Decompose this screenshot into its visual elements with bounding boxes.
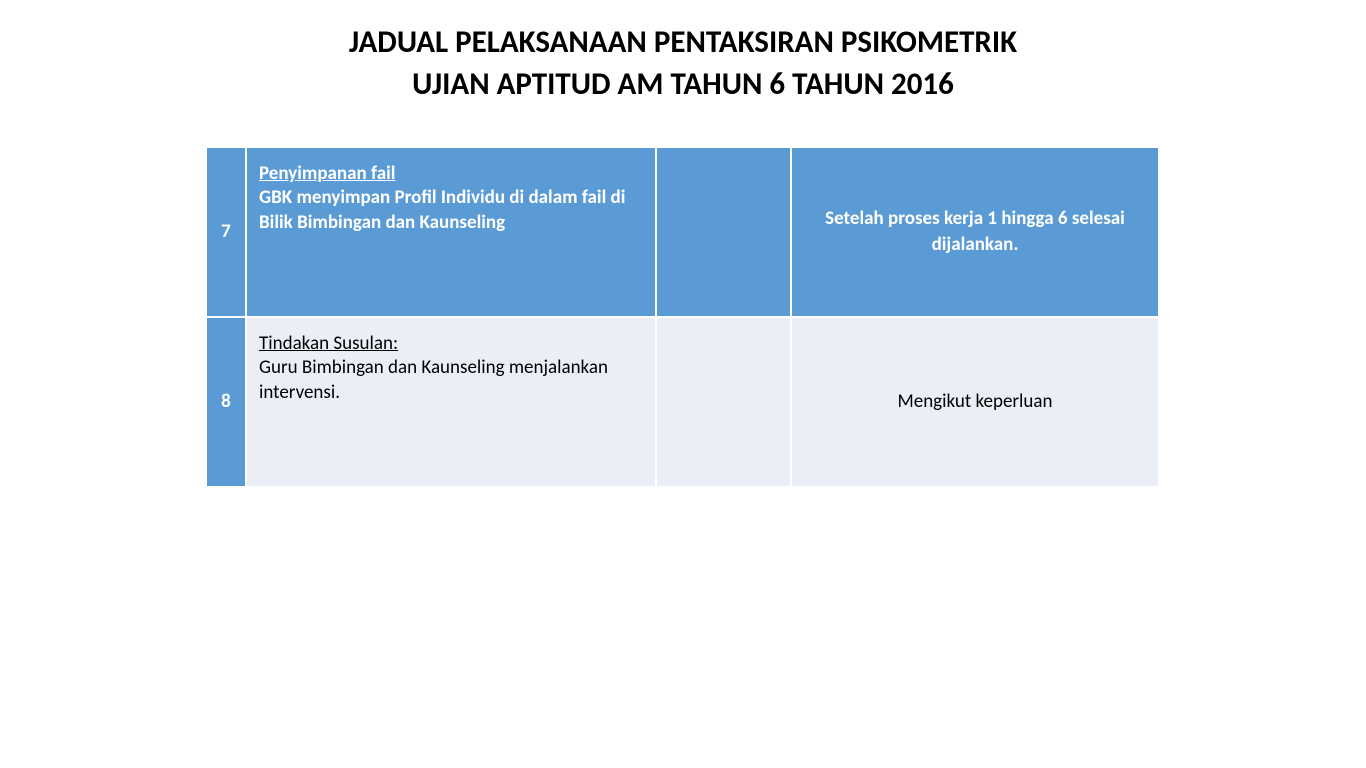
row-number: 8 [221,390,231,413]
timing-cell: Setelah proses kerja 1 hingga 6 selesai … [791,147,1159,317]
description-cell: Penyimpanan fail GBK menyimpan Profil In… [246,147,656,317]
table-row: 7 Penyimpanan fail GBK menyimpan Profil … [206,147,1159,317]
description-heading: Penyimpanan fail [259,162,643,187]
timing-cell: Mengikut keperluan [791,317,1159,487]
row-number-cell: 7 [206,147,246,317]
timing-text: Setelah proses kerja 1 hingga 6 selesai … [825,207,1125,256]
row-number-cell: 8 [206,317,246,487]
description-cell: Tindakan Susulan: Guru Bimbingan dan Kau… [246,317,656,487]
description-body: GBK menyimpan Profil Individu di dalam f… [259,186,643,235]
title-line-1: JADUAL PELAKSANAAN PENTAKSIRAN PSIKOMETR… [0,22,1366,64]
blank-cell [656,147,791,317]
blank-cell [656,317,791,487]
slide: JADUAL PELAKSANAAN PENTAKSIRAN PSIKOMETR… [0,0,1366,768]
schedule-table: 7 Penyimpanan fail GBK menyimpan Profil … [205,146,1160,488]
row-number: 7 [221,220,231,243]
table-row: 8 Tindakan Susulan: Guru Bimbingan dan K… [206,317,1159,487]
description-body: Guru Bimbingan dan Kaunseling menjalanka… [259,356,643,405]
schedule-table-wrap: 7 Penyimpanan fail GBK menyimpan Profil … [205,146,1160,488]
title-block: JADUAL PELAKSANAAN PENTAKSIRAN PSIKOMETR… [0,22,1366,106]
title-line-2: UJIAN APTITUD AM TAHUN 6 TAHUN 2016 [0,64,1366,106]
timing-text: Mengikut keperluan [898,390,1053,413]
description-heading: Tindakan Susulan: [259,332,643,357]
